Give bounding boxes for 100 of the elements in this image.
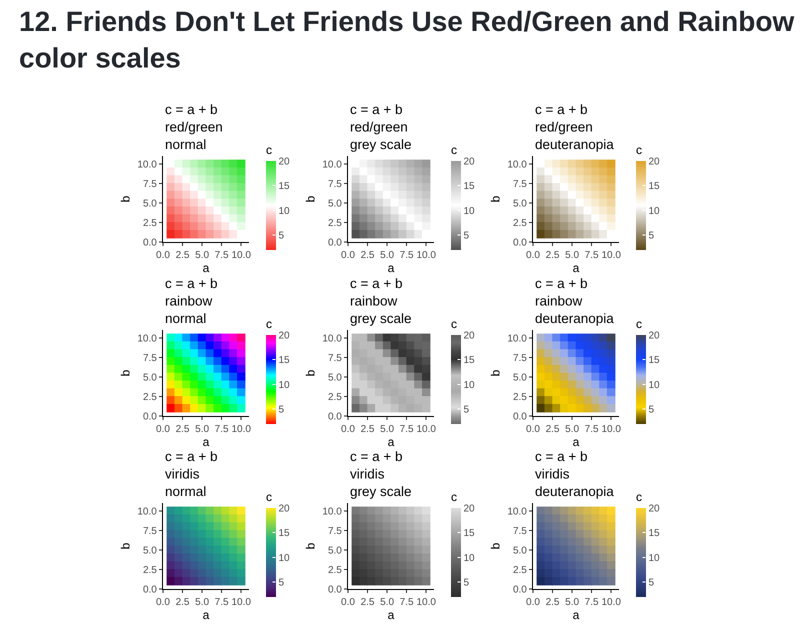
color-bar-label: 20 — [464, 156, 476, 168]
color-bar-label: 10 — [648, 552, 660, 564]
color-bar-label: 15 — [464, 528, 476, 540]
x-tick-label: 5.0 — [380, 250, 394, 262]
y-tick-label: 10.0 — [507, 159, 528, 170]
color-bar-label: 20 — [464, 504, 476, 514]
x-tick-label: 10.0 — [231, 250, 252, 262]
x-tick-label: 7.5 — [400, 250, 414, 262]
x-axis-title: a — [572, 435, 580, 450]
y-tick-label: 0.0 — [512, 412, 528, 422]
y-tick-label: 7.5 — [142, 352, 158, 364]
color-bar-label: 10 — [464, 552, 476, 564]
x-tick-label: 7.5 — [400, 597, 414, 608]
x-tick-label: 7.5 — [584, 597, 600, 608]
color-bar-label: 10 — [464, 380, 476, 391]
color-bar-title: c — [266, 317, 272, 331]
color-bar-label: 20 — [648, 504, 660, 514]
y-tick-label: 2.5 — [328, 218, 342, 229]
y-tick-label: 2.5 — [512, 218, 528, 229]
y-axis-title: b — [118, 369, 133, 376]
x-axis-title: a — [388, 261, 395, 276]
x-tick-label: 7.5 — [584, 424, 600, 436]
color-bar-title: c — [451, 143, 457, 157]
x-tick-label: 0.0 — [156, 424, 170, 436]
chart-title: c = a + b rainbow normal — [165, 276, 218, 326]
color-bar-label: 5 — [648, 230, 654, 242]
y-axis-title: b — [488, 369, 503, 376]
y-tick-label: 10.0 — [322, 159, 342, 170]
y-tick-label: 5.0 — [512, 545, 528, 556]
x-tick-label: 5.0 — [565, 250, 580, 262]
y-axis-title: b — [304, 542, 318, 550]
x-tick-label: 2.5 — [176, 597, 190, 608]
y-tick-label: 5.0 — [512, 198, 528, 210]
x-tick-label: 7.5 — [214, 424, 230, 436]
y-axis-title: b — [488, 195, 503, 202]
color-bar-label: 15 — [464, 355, 476, 366]
color-bar-label: 5 — [648, 578, 654, 589]
y-tick-label: 0.0 — [512, 584, 528, 596]
color-bar-label: 15 — [278, 181, 290, 192]
color-bar-label: 15 — [648, 528, 660, 540]
color-bar-label: 5 — [648, 404, 654, 416]
color-bar-title: c — [266, 143, 272, 157]
x-axis-title: a — [202, 435, 210, 450]
x-tick-label: 2.5 — [360, 597, 375, 608]
color-bar-title: c — [266, 490, 272, 504]
y-tick-label: 0.0 — [512, 238, 528, 248]
x-tick-label: 2.5 — [176, 250, 190, 262]
x-tick-label: 0.0 — [156, 250, 170, 262]
color-bar-label: 5 — [278, 230, 284, 242]
y-tick-label: 7.5 — [328, 526, 342, 537]
x-axis-title: a — [388, 608, 395, 622]
chart-title: c = a + b viridis deuteranopia — [535, 449, 614, 500]
y-axis-title: b — [304, 369, 318, 376]
y-tick-label: 10.0 — [507, 506, 528, 518]
chart-title: c = a + b red/green normal — [165, 102, 223, 152]
x-tick-label: 10.0 — [601, 424, 622, 436]
y-tick-label: 0.0 — [328, 584, 342, 596]
x-tick-label: 0.0 — [526, 597, 540, 608]
color-bar-label: 10 — [278, 552, 290, 564]
color-bar-title: c — [636, 317, 642, 331]
y-tick-label: 2.5 — [328, 392, 342, 403]
y-tick-label: 10.0 — [507, 333, 528, 344]
y-tick-label: 5.0 — [142, 198, 158, 210]
y-tick-label: 0.0 — [142, 238, 158, 248]
y-tick-label: 7.5 — [142, 178, 158, 190]
x-axis-title: a — [388, 435, 395, 450]
x-tick-label: 2.5 — [360, 250, 375, 262]
y-tick-label: 7.5 — [512, 352, 528, 364]
y-tick-label: 10.0 — [137, 506, 158, 518]
x-tick-label: 2.5 — [546, 424, 560, 436]
x-axis-title: a — [572, 261, 580, 276]
x-tick-label: 10.0 — [231, 597, 252, 608]
x-tick-label: 5.0 — [195, 250, 210, 262]
y-tick-label: 0.0 — [328, 238, 342, 248]
y-axis-title: b — [118, 542, 133, 550]
y-tick-label: 0.0 — [142, 412, 158, 422]
y-axis-title: b — [488, 542, 503, 550]
color-bar-label: 10 — [278, 380, 290, 391]
y-axis-title: b — [304, 195, 318, 202]
x-tick-label: 10.0 — [231, 424, 252, 436]
color-bar-label: 15 — [278, 355, 290, 366]
y-tick-label: 7.5 — [328, 178, 342, 190]
color-bar-label: 20 — [648, 330, 660, 342]
y-tick-label: 0.0 — [328, 412, 342, 422]
y-tick-label: 10.0 — [137, 333, 158, 344]
x-tick-label: 0.0 — [526, 250, 540, 262]
x-axis-title: a — [202, 261, 210, 276]
x-tick-label: 0.0 — [341, 424, 356, 436]
color-bar-title: c — [451, 490, 457, 504]
color-bar-title: c — [636, 490, 642, 504]
y-tick-label: 10.0 — [137, 159, 158, 170]
color-bar-label: 5 — [464, 230, 470, 242]
x-tick-label: 5.0 — [380, 424, 394, 436]
x-tick-label: 10.0 — [601, 597, 622, 608]
y-tick-label: 5.0 — [328, 198, 342, 210]
x-axis-title: a — [572, 608, 580, 622]
x-tick-label: 7.5 — [214, 250, 230, 262]
x-tick-label: 5.0 — [380, 597, 394, 608]
chart-title: c = a + b viridis normal — [165, 449, 218, 500]
y-tick-label: 10.0 — [322, 506, 342, 518]
